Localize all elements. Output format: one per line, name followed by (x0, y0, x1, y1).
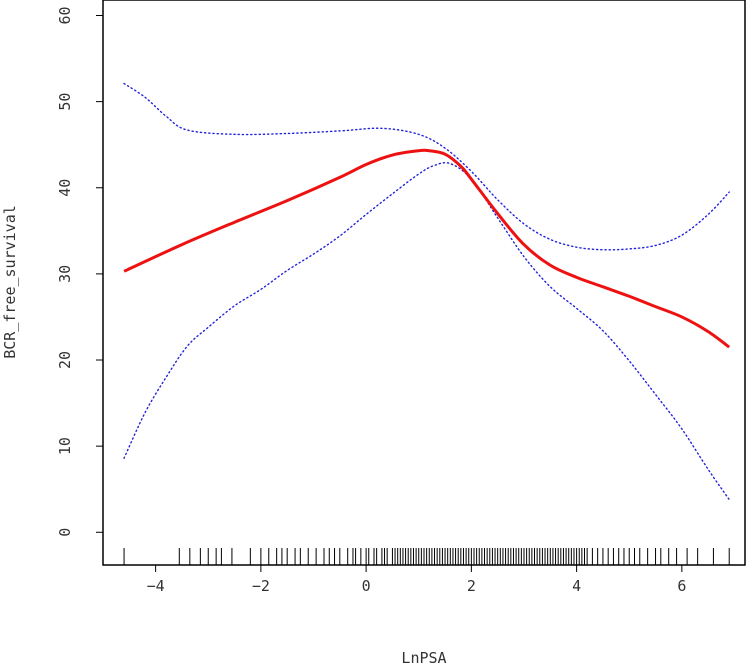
x-tick-label: −2 (252, 577, 270, 595)
x-axis: −4 −2 0 2 4 6 (147, 565, 686, 595)
x-tick-label: 6 (677, 577, 686, 595)
y-tick-label: 30 (56, 265, 74, 283)
series (123, 82, 731, 501)
rug-marks (123, 548, 730, 565)
y-axis: 0 10 20 30 40 50 60 (56, 6, 103, 537)
plot-frame (102, 0, 746, 566)
x-tick-label: 0 (362, 577, 371, 595)
y-tick-label: 0 (56, 528, 74, 537)
x-tick-label: 2 (467, 577, 476, 595)
x-tick-label: −4 (147, 577, 165, 595)
y-axis-label: BCR_free_survival (1, 205, 19, 359)
y-tick-label: 60 (56, 6, 74, 24)
fit-line (123, 148, 731, 349)
y-tick-label: 20 (56, 351, 74, 369)
y-tick-label: 40 (56, 179, 74, 197)
y-tick-label: 50 (56, 93, 74, 111)
y-tick-label: 10 (56, 437, 74, 455)
x-tick-label: 4 (572, 577, 581, 595)
lower-ci-line (123, 162, 730, 501)
upper-ci-line (123, 82, 730, 251)
x-axis-label: LnPSA (401, 649, 446, 667)
